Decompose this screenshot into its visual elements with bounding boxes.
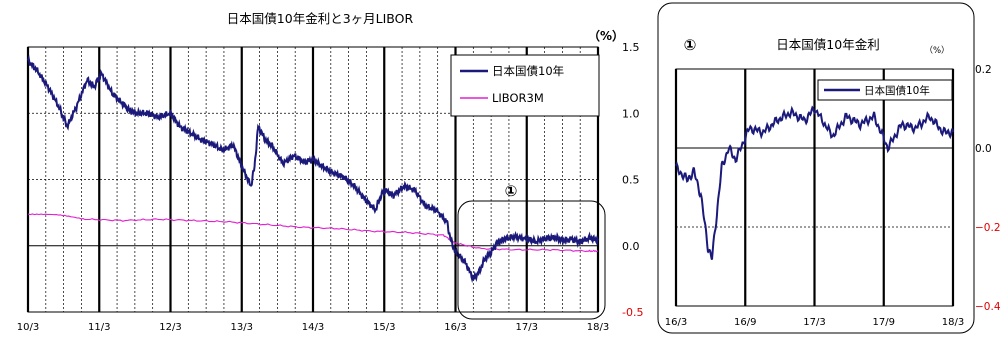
l-y-tick-label-1: 1.0 [622, 107, 640, 120]
r-y-tick-label-1: 0.0 [975, 143, 992, 155]
r-y-tick-label-2: −0.2 [975, 222, 1001, 234]
main-chart-x-axis: 10/3 11/3 12/3 13/3 14/3 15/3 16/3 17/3 18/3 [17, 322, 609, 333]
detail-chart-y-axis: 0.2 0.0 −0.2 −0.4 [975, 64, 1001, 313]
r-x-tick-3-label: 17/9 [873, 317, 895, 328]
r-y-tick-label-3: −0.4 [975, 301, 1001, 313]
main-chart: 日本国債10年金利と3ヶ月LIBOR （%） 1.51.00.50.0-0.5 … [17, 11, 644, 333]
r-y-tick-label-0: 0.2 [975, 64, 992, 76]
main-chart-title: 日本国債10年金利と3ヶ月LIBOR [227, 11, 414, 26]
detail-chart-x-axis: 16/3 16/9 17/3 17/9 18/3 [665, 317, 964, 328]
main-chart-legend-label-jgb10y: 日本国債10年 [492, 64, 564, 78]
r-x-tick-4-label: 18/3 [942, 317, 964, 328]
highlight-region-box [458, 201, 605, 319]
r-x-tick-1-label: 16/9 [734, 317, 756, 328]
l-y-tick-label-2: 0.5 [622, 174, 640, 187]
l-x-tick-6-label: 16/3 [444, 322, 466, 333]
detail-chart-unit-label: （%） [924, 45, 949, 56]
main-chart-legend-label-libor3m: LIBOR3M [492, 91, 544, 105]
detail-chart-marker: ① [684, 36, 697, 54]
main-chart-y-axis: 1.5 1.0 0.5 0.0 -0.5 [622, 41, 643, 319]
main-chart-unit-label: （%） [588, 28, 624, 43]
l-x-tick-2-label: 12/3 [159, 322, 181, 333]
l-y-tick-label-0: 1.5 [622, 41, 640, 54]
l-x-tick-4-label: 14/3 [302, 322, 324, 333]
detail-chart-title: 日本国債10年金利 [776, 37, 879, 52]
l-x-tick-7-label: 17/3 [516, 322, 538, 333]
r-x-tick-0-label: 16/3 [665, 317, 687, 328]
detail-chart-gridlines [676, 69, 953, 306]
l-y-tick-label-4: -0.5 [622, 306, 643, 319]
l-x-tick-8-label: 18/3 [587, 322, 609, 333]
r-x-tick-2-label: 17/3 [803, 317, 825, 328]
l-x-tick-3-label: 13/3 [231, 322, 253, 333]
detail-chart-legend-label-jgb10y: 日本国債10年 [864, 84, 930, 97]
l-x-tick-0-label: 10/3 [17, 322, 39, 333]
highlight-region-marker: ① [505, 182, 518, 200]
detail-chart: ① 日本国債10年金利 （%） 0.20.0−0.2−0.4 16/3 16/9 1… [665, 36, 1001, 328]
detail-chart-legend: 日本国債10年 [818, 80, 952, 100]
l-y-tick-label-3: 0.0 [622, 240, 640, 253]
main-chart-legend: 日本国債10年 LIBOR3M [451, 55, 599, 116]
l-x-tick-1-label: 11/3 [88, 322, 110, 333]
l-x-tick-5-label: 15/3 [373, 322, 395, 333]
